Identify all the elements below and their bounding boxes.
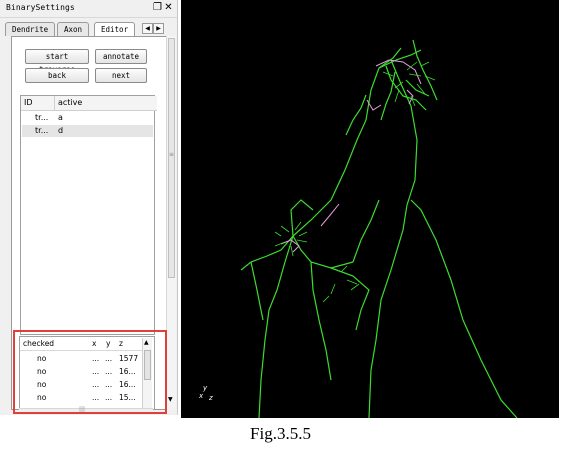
panel-title: BinarySettings <box>6 3 75 12</box>
highlight-box <box>13 330 167 414</box>
cell-x: ... <box>92 393 100 402</box>
column-header-id[interactable]: ID <box>21 96 55 111</box>
figure-caption: Fig.3.5.5 <box>250 424 311 443</box>
trace-active: a <box>58 113 63 122</box>
scrollbar-thumb[interactable] <box>168 38 175 278</box>
column-header-x[interactable]: x <box>92 339 97 348</box>
panel-vertical-scrollbar[interactable]: ≡ ▼ <box>166 36 176 410</box>
axis-label-x: x <box>199 392 204 400</box>
next-button[interactable]: next <box>95 68 147 83</box>
main-trace-lines <box>240 39 518 419</box>
column-header-z[interactable]: z <box>119 339 123 348</box>
cell-y: ... <box>105 380 113 389</box>
points-table-horizontal-scrollbar[interactable]: ||| <box>19 406 153 415</box>
cell-y: ... <box>105 393 113 402</box>
annotate-button[interactable]: annotate <box>95 49 147 64</box>
scroll-up-arrow-icon[interactable]: ▲ <box>144 339 149 346</box>
scroll-down-arrow-icon[interactable]: ▼ <box>168 396 173 403</box>
cell-checked: no <box>37 393 47 402</box>
restore-icon[interactable]: ❐ <box>153 2 162 13</box>
cell-x: ... <box>92 354 100 363</box>
tab-axon[interactable]: Axon <box>57 22 90 36</box>
cell-x: ... <box>92 367 100 376</box>
axis-indicator: y x z <box>197 384 227 408</box>
branch-clusters <box>274 61 436 303</box>
tab-dendrite[interactable]: Dendrite <box>5 22 56 36</box>
column-header-checked[interactable]: checked <box>23 339 55 348</box>
tab-scroll-right-icon[interactable]: ▶ <box>153 23 164 34</box>
trace-id: tr... <box>35 126 49 135</box>
cell-z: 16... <box>119 367 136 376</box>
tab-bar: Dendrite Axon Editor ◀ ▶ <box>5 22 175 37</box>
header-divider <box>20 350 142 351</box>
back-button[interactable]: back <box>25 68 89 83</box>
cell-z: 16... <box>119 380 136 389</box>
binary-settings-panel: BinarySettings ❐ ✕ Dendrite Axon Editor ◀… <box>0 0 178 415</box>
points-table-vertical-scrollbar[interactable]: ▲ <box>142 338 152 408</box>
cell-checked: no <box>37 380 47 389</box>
tab-scroll-left-icon[interactable]: ◀ <box>142 23 153 34</box>
cell-checked: no <box>37 367 47 376</box>
close-icon[interactable]: ✕ <box>164 2 173 13</box>
cell-y: ... <box>105 367 113 376</box>
marked-trace-lines <box>280 59 422 253</box>
selected-row-highlight <box>22 125 153 137</box>
column-header-active[interactable]: active <box>55 96 157 111</box>
cell-x: ... <box>92 380 100 389</box>
cell-y: ... <box>105 354 113 363</box>
3d-neuron-viewer[interactable]: y x z <box>181 0 559 419</box>
grip-icon: ≡ <box>169 151 175 158</box>
panel-titlebar: BinarySettings ❐ ✕ <box>0 0 177 18</box>
scrollbar-thumb[interactable] <box>144 350 151 380</box>
neuron-trace-render <box>240 39 518 419</box>
cell-checked: no <box>37 354 47 363</box>
start-traverse-button[interactable]: start traverse <box>25 49 89 74</box>
grip-icon: ||| <box>79 406 86 413</box>
cell-z: 15... <box>119 393 136 402</box>
axis-label-y: y <box>203 384 208 392</box>
column-header-y[interactable]: y <box>106 339 111 348</box>
trace-active: d <box>58 126 64 135</box>
axis-label-z: z <box>209 394 213 402</box>
trace-id: tr... <box>35 113 49 122</box>
tab-editor[interactable]: Editor <box>94 22 136 37</box>
cell-z: 1577 <box>119 354 139 363</box>
trace-table: ID active tr... a tr... d <box>20 95 157 335</box>
